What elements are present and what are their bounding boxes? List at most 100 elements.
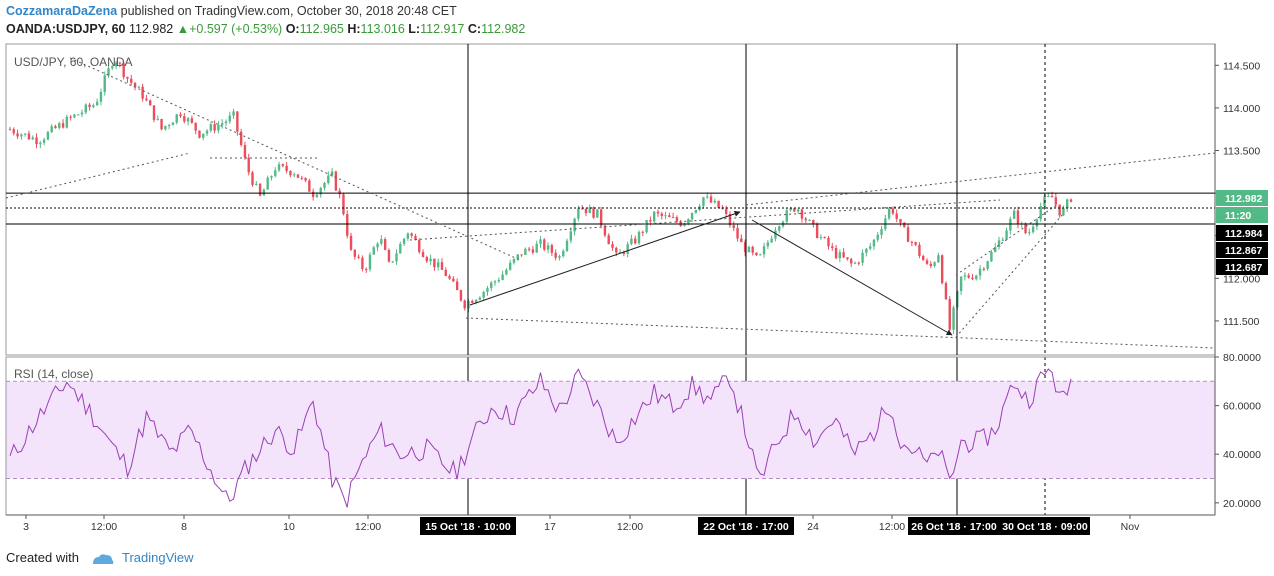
candle-body: [111, 66, 114, 69]
candle-body: [910, 241, 914, 243]
candle-body: [592, 207, 595, 218]
candle-body: [914, 242, 917, 245]
candle-body: [164, 125, 167, 130]
candle-body: [308, 180, 311, 192]
candle-body: [823, 237, 826, 239]
candle-body: [459, 290, 463, 301]
tradingview-logo-icon: [92, 553, 113, 564]
candle-body: [16, 133, 19, 137]
candle-body: [940, 255, 944, 284]
candle-body: [736, 228, 739, 239]
candle-body: [1054, 197, 1058, 205]
rsi-line: [9, 368, 1072, 508]
candle-body: [535, 243, 538, 253]
candle-body: [706, 196, 709, 198]
candle-body: [562, 250, 565, 257]
candle-body: [652, 211, 656, 222]
candle-body: [1050, 195, 1054, 198]
publish-text: published on TradingView.com, October 30…: [120, 4, 457, 18]
candle-body: [243, 145, 247, 158]
candle-body: [599, 209, 603, 226]
candle-body: [330, 171, 334, 176]
tradingview-brand[interactable]: TradingView: [122, 550, 194, 565]
candle-body: [550, 245, 554, 253]
candle-body: [637, 231, 641, 244]
price-tag-label: 112.982: [1225, 193, 1263, 205]
candle-body: [31, 137, 34, 140]
candle-body: [1028, 232, 1031, 234]
candle-body: [54, 126, 57, 129]
candle-body: [270, 176, 273, 178]
candle-body: [543, 239, 546, 250]
candle-body: [77, 114, 80, 116]
candle-body: [596, 209, 599, 218]
candle-body: [770, 238, 773, 243]
candle-body: [179, 114, 182, 117]
candle-body: [865, 248, 868, 253]
candle-body: [1024, 223, 1027, 234]
candle-body: [641, 231, 645, 233]
candle-body: [747, 246, 751, 253]
candle-body: [497, 279, 501, 282]
candle-body: [478, 297, 482, 300]
candle-body: [452, 278, 455, 282]
main-pane-border: [5, 43, 1216, 356]
price-tick-label: 112.000: [1223, 273, 1260, 285]
trend-line: [465, 317, 1216, 349]
candle-body: [376, 243, 379, 248]
candle-body: [292, 174, 296, 176]
candle-body: [660, 213, 663, 217]
candles: [8, 61, 1073, 334]
candle-body: [664, 215, 667, 217]
time-tick-label: Nov: [1121, 521, 1140, 533]
candle-body: [239, 131, 243, 146]
candle-body: [732, 225, 735, 229]
candle-body: [925, 260, 929, 264]
candle-body: [198, 130, 201, 138]
up-arrow-icon: ▲: [176, 22, 190, 36]
candle-body: [50, 126, 53, 132]
candle-body: [615, 247, 618, 253]
trend-line: [69, 57, 521, 261]
candle-body: [27, 133, 31, 140]
candle-body: [516, 254, 519, 259]
candle-body: [319, 187, 322, 195]
candle-body: [399, 243, 402, 254]
candle-body: [103, 75, 106, 92]
candle-body: [831, 246, 834, 248]
author-link[interactable]: CozzamaraDaZena: [6, 4, 118, 18]
candle-body: [1043, 196, 1046, 207]
time-tick-label: 12:00: [617, 521, 643, 533]
candle-body: [1005, 230, 1008, 240]
candle-body: [838, 252, 842, 259]
rsi-tick-label: 20.0000: [1223, 498, 1261, 510]
candle-body: [713, 200, 717, 203]
candle-body: [656, 211, 660, 214]
low-value: 112.917: [420, 22, 465, 36]
candle-body: [891, 208, 895, 214]
candle-body: [671, 217, 675, 219]
candle-body: [455, 281, 459, 291]
candle-body: [963, 275, 967, 277]
candle-body: [967, 275, 970, 278]
candle-body: [88, 104, 91, 108]
candle-body: [880, 229, 883, 235]
candle-body: [346, 214, 349, 236]
candle-body: [1066, 199, 1069, 209]
candle-body: [971, 277, 974, 280]
candle-body: [649, 220, 652, 222]
candle-body: [918, 244, 921, 256]
footer: Created with TradingView: [6, 550, 194, 566]
high-value: 113.016: [360, 22, 405, 36]
rsi-pane: [5, 356, 1216, 516]
time-tick-label: 17: [544, 521, 556, 533]
candle-body: [1001, 239, 1004, 241]
candle-body: [69, 116, 72, 118]
candle-body: [702, 197, 705, 207]
candle-body: [338, 190, 341, 195]
candle-body: [73, 114, 76, 118]
candle-body: [933, 262, 936, 266]
candle-body: [1012, 210, 1016, 219]
candle-body: [12, 129, 15, 134]
